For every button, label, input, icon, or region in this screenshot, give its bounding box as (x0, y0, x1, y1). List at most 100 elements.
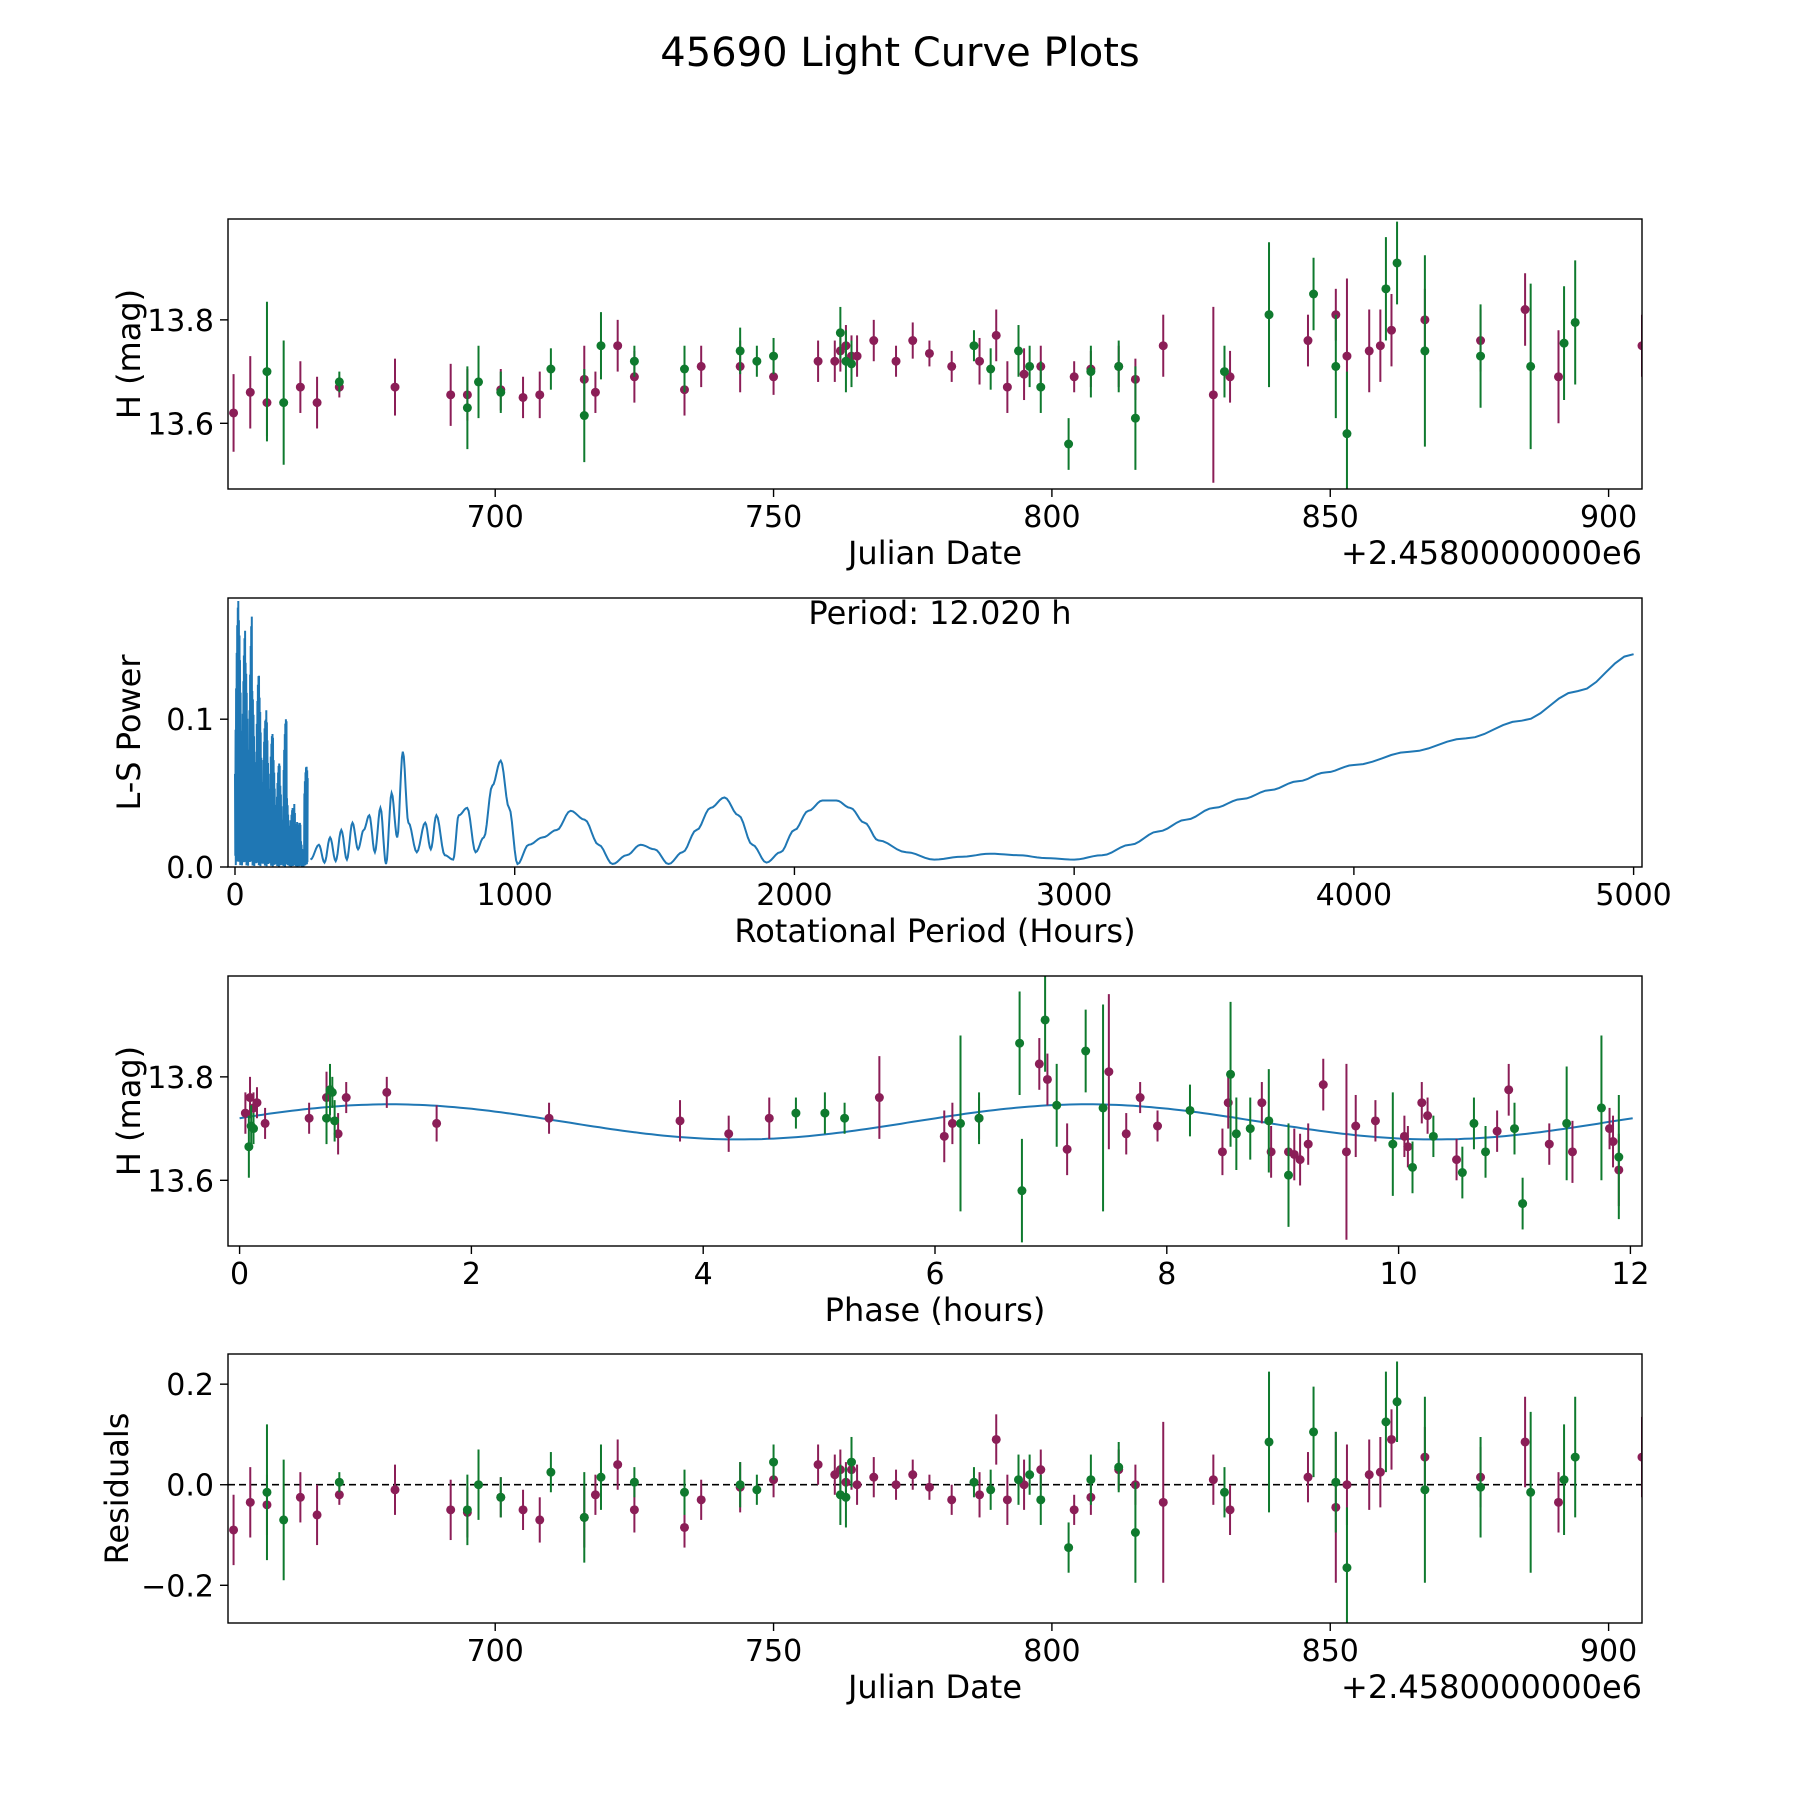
x-tick-label: 6 (925, 1257, 944, 1292)
x-tick-label: 5000 (1595, 878, 1671, 913)
x-tick-label: 8 (1157, 1257, 1176, 1292)
data-point (852, 351, 862, 361)
data-point (1002, 382, 1012, 392)
plot-area (229, 221, 1642, 489)
data-point (613, 341, 623, 351)
data-point (1553, 372, 1563, 382)
data-point (1457, 1168, 1467, 1178)
data-point (1114, 1462, 1124, 1472)
data-point (1208, 1475, 1218, 1485)
plot-area (228, 1361, 1642, 1623)
data-point (446, 1505, 456, 1515)
data-point (1062, 1144, 1072, 1154)
data-point (1040, 1015, 1050, 1025)
data-point (1036, 1465, 1046, 1475)
data-point (496, 1492, 506, 1502)
y-axis-label: Residuals (98, 1413, 136, 1565)
data-point (1257, 1098, 1267, 1108)
data-point (924, 1482, 934, 1492)
data-point (1570, 317, 1580, 327)
data-point (1309, 289, 1319, 299)
data-point (1158, 1497, 1168, 1507)
data-point (1386, 1434, 1396, 1444)
x-tick-label: 0 (230, 1257, 249, 1292)
data-point (769, 372, 779, 382)
data-point (679, 1487, 689, 1497)
data-point (1526, 1487, 1536, 1497)
data-point (304, 1113, 314, 1123)
data-point (390, 382, 400, 392)
data-point (1104, 1067, 1114, 1077)
data-point (1264, 310, 1274, 320)
x-tick-label: 900 (1580, 1634, 1637, 1669)
data-point (312, 1510, 322, 1520)
data-point (846, 359, 856, 369)
data-point (1217, 1147, 1227, 1157)
data-point (341, 1093, 351, 1103)
data-point (496, 387, 506, 397)
data-point (1081, 1046, 1091, 1056)
x-axis-label: Julian Date (846, 534, 1022, 572)
data-point (1015, 1038, 1025, 1048)
data-point (939, 1131, 949, 1141)
data-point (629, 1505, 639, 1515)
data-point (840, 1113, 850, 1123)
data-point (1303, 1472, 1313, 1482)
data-point (1002, 1495, 1012, 1505)
data-point (1520, 1437, 1530, 1447)
data-point (1417, 1098, 1427, 1108)
data-point (1036, 1495, 1046, 1505)
data-point (1284, 1170, 1293, 1180)
data-point (1351, 1121, 1361, 1131)
data-point (830, 356, 840, 366)
x-tick-label: 850 (1302, 500, 1359, 535)
data-point (791, 1108, 801, 1118)
data-point (874, 1093, 884, 1103)
data-point (1121, 1129, 1131, 1139)
data-point (544, 1113, 554, 1123)
data-point (955, 1118, 965, 1128)
period-annotation: Period: 12.020 h (808, 594, 1071, 632)
data-point (1025, 361, 1035, 371)
data-point (852, 1480, 862, 1490)
data-point (1388, 1139, 1398, 1149)
data-point (629, 1477, 639, 1487)
y-tick-label: −0.2 (141, 1569, 214, 1604)
x-axis-label: Rotational Period (Hours) (734, 912, 1135, 950)
data-point (975, 356, 985, 366)
data-point (590, 387, 600, 397)
data-point (1570, 1452, 1580, 1462)
data-point (1469, 1118, 1479, 1128)
data-point (975, 1490, 985, 1500)
x-tick-label: 800 (1023, 500, 1080, 535)
panel-periodogram: Period: 12.020 h 0 1000 2000 3000 4000 5000 0.0… (110, 594, 1672, 950)
y-axis-label: L-S Power (110, 654, 148, 811)
data-point (279, 1515, 289, 1525)
x-tick-label: 3000 (1036, 878, 1112, 913)
data-point (1364, 1470, 1374, 1480)
data-point (1303, 336, 1313, 346)
x-tick-label: 750 (745, 500, 802, 535)
data-point (330, 1116, 340, 1126)
data-point (1559, 1475, 1569, 1485)
data-point (1408, 1162, 1418, 1172)
data-point (1637, 341, 1642, 351)
data-point (813, 1460, 823, 1470)
panel-phased: 0 2 4 6 8 10 12 13.6 13.8 Phase (hours) H (mag) (110, 975, 1650, 1329)
data-point (1520, 305, 1530, 315)
data-point (1025, 1470, 1035, 1480)
data-point (535, 390, 545, 400)
data-point (596, 341, 606, 351)
data-point (1423, 1111, 1433, 1121)
data-point (1303, 1139, 1313, 1149)
data-point (1608, 1137, 1618, 1147)
data-point (1428, 1131, 1438, 1141)
data-point (1392, 1397, 1402, 1407)
panel-residuals: 700 750 800 850 900 −0.2 0.0 0.2 Julian Date Resi… (98, 1353, 1643, 1706)
x-axis-label: Julian Date (846, 1668, 1022, 1706)
data-point (229, 1525, 239, 1535)
data-point (724, 1129, 734, 1139)
data-point (1452, 1155, 1462, 1165)
plot-area (239, 976, 1633, 1243)
y-tick-label: 13.8 (147, 1061, 214, 1096)
